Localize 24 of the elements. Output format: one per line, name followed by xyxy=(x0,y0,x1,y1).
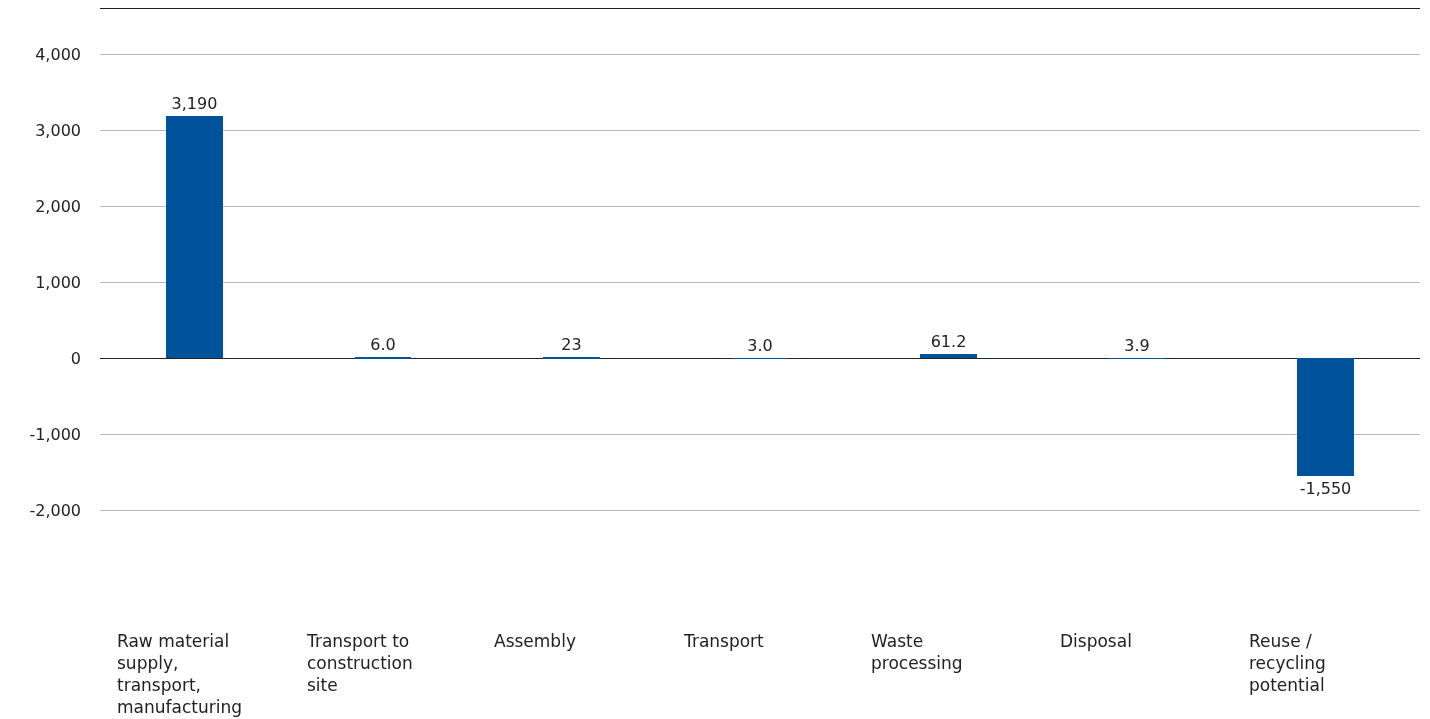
data-label: 3,190 xyxy=(171,94,218,113)
x-tick-label: Transport xyxy=(683,631,765,651)
bar xyxy=(1297,358,1354,476)
x-tick-label: Transport to construction site xyxy=(306,631,413,696)
bar xyxy=(920,354,977,358)
y-tick-label: 1,000 xyxy=(35,272,81,292)
x-tick-label: Disposal xyxy=(1060,631,1132,651)
y-tick-label: 2,000 xyxy=(35,197,81,217)
y-tick-label: 3,000 xyxy=(35,121,81,141)
y-tick-label: -2,000 xyxy=(29,500,81,520)
x-tick-label: Assembly xyxy=(494,631,576,651)
y-tick-label: 4,000 xyxy=(35,45,81,65)
y-tick-label: -1,000 xyxy=(29,424,81,444)
x-tick-label: Reuse / recycling potential xyxy=(1249,631,1326,696)
x-tick-label: Waste processing xyxy=(871,631,963,674)
y-tick-label: 0 xyxy=(70,348,81,368)
data-label: -1,550 xyxy=(1299,479,1352,498)
x-tick-label: Raw material supply, transport, manufacturing xyxy=(117,631,242,718)
data-label: 3.9 xyxy=(1124,336,1150,355)
bar xyxy=(166,116,223,358)
data-label: 3.0 xyxy=(747,336,773,355)
data-label: 6.0 xyxy=(370,335,396,354)
data-label: 23 xyxy=(561,335,582,354)
data-label: 61.2 xyxy=(930,332,967,351)
